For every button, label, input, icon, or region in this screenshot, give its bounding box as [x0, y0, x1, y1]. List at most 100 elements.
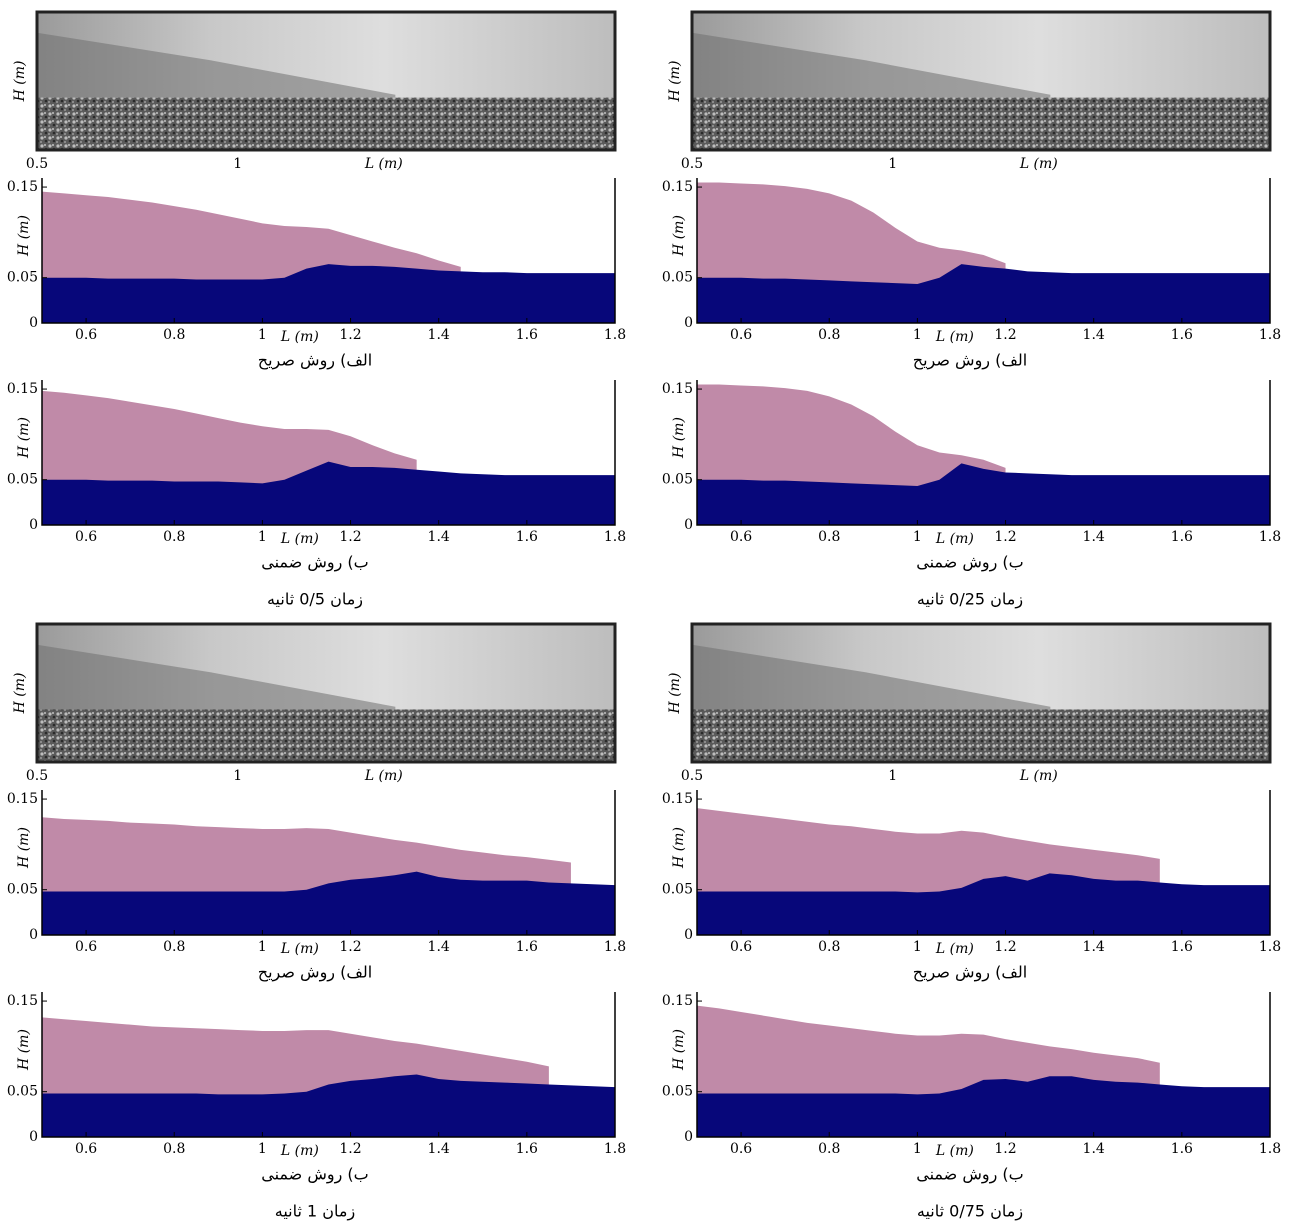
y-tick-label: 0 [684, 315, 693, 331]
x-tick-label: 1.2 [994, 529, 1016, 545]
x-tick-label: 1.4 [1083, 939, 1105, 955]
x-tick-label: 1.8 [604, 529, 626, 545]
x-tick-label: 1 [913, 939, 922, 955]
x-tick-label: 0.6 [75, 327, 97, 343]
x-tick-label: 1.2 [339, 529, 361, 545]
photo-y-label: H (m) [667, 673, 683, 715]
y-tick-label: 0.05 [7, 882, 38, 898]
time-caption: زمان 0/75 ثانیه [917, 1202, 1023, 1222]
x-tick-label: 1.6 [516, 1141, 538, 1157]
x-label: L (m) [280, 941, 319, 957]
time-caption: زمان 1 ثانیه [275, 1202, 355, 1222]
x-tick-label: 1.8 [1259, 939, 1281, 955]
x-tick-label: 1.4 [428, 939, 450, 955]
y-label: H (m) [671, 827, 687, 869]
x-tick-label: 0.8 [818, 939, 840, 955]
y-tick-label: 0 [29, 927, 38, 943]
y-tick-label: 0 [684, 1129, 693, 1145]
x-tick-label: 1.4 [428, 529, 450, 545]
y-label: H (m) [16, 1029, 32, 1071]
x-tick-label: 1.4 [428, 1141, 450, 1157]
y-label: H (m) [671, 215, 687, 257]
y-label: H (m) [16, 827, 32, 869]
chart-caption: ب) روش ضمنی [916, 1165, 1023, 1185]
x-tick-label: 1.2 [339, 327, 361, 343]
photo-sediment [692, 97, 1270, 150]
area [697, 873, 1270, 935]
area [42, 1074, 615, 1137]
x-tick-label: 0.6 [730, 327, 752, 343]
x-tick-label: 1.6 [1171, 327, 1193, 343]
x-tick-label: 1.8 [1259, 1141, 1281, 1157]
y-tick-label: 0.05 [7, 270, 38, 286]
x-tick-label: 1 [258, 327, 267, 343]
y-tick-label: 0.15 [662, 179, 693, 195]
area [697, 264, 1270, 323]
y-tick-label: 0.15 [662, 381, 693, 397]
x-tick-label: 0.8 [818, 529, 840, 545]
x-tick-label: 1.6 [1171, 1141, 1193, 1157]
axis [41, 178, 616, 324]
time-caption: زمان 0/25 ثانیه [917, 590, 1023, 610]
x-tick-label: 1 [258, 939, 267, 955]
photo-sediment [37, 97, 615, 150]
axis [696, 790, 1271, 936]
photo-x-tick-label: 0.5 [26, 768, 48, 784]
x-tick-label: 1.8 [604, 1141, 626, 1157]
x-tick-label: 1 [913, 1141, 922, 1157]
x-tick-label: 1.2 [994, 939, 1016, 955]
x-tick-label: 1.4 [428, 327, 450, 343]
x-tick-label: 1.6 [1171, 529, 1193, 545]
y-label: H (m) [671, 417, 687, 459]
axis [41, 992, 616, 1138]
chart-caption: الف) روش صریح [913, 351, 1027, 371]
x-tick-label: 1 [258, 529, 267, 545]
x-tick-label: 0.8 [818, 1141, 840, 1157]
area [42, 264, 615, 323]
x-tick-label: 1.2 [339, 1141, 361, 1157]
x-tick-label: 1.6 [1171, 939, 1193, 955]
chart-caption: ب) روش ضمنی [261, 1165, 368, 1185]
y-tick-label: 0.15 [662, 993, 693, 1009]
x-tick-label: 0.6 [75, 939, 97, 955]
photo [35, 10, 617, 152]
x-tick-label: 1.2 [994, 327, 1016, 343]
axis [696, 178, 1271, 324]
photo-x-label: L (m) [1019, 156, 1058, 172]
photo-x-tick-label: 1 [888, 768, 897, 784]
y-tick-label: 0 [29, 517, 38, 533]
x-tick-label: 1 [913, 529, 922, 545]
photo-x-tick-label: 0.5 [681, 768, 703, 784]
time-caption: زمان 0/5 ثانیه [267, 590, 363, 610]
area [697, 1076, 1270, 1137]
photo [690, 622, 1272, 764]
x-tick-label: 1 [913, 327, 922, 343]
photo-frame [690, 10, 1272, 152]
photo-x-tick-label: 1 [233, 768, 242, 784]
y-tick-label: 0.05 [662, 882, 693, 898]
photo-x-label: L (m) [364, 768, 403, 784]
x-tick-label: 1.8 [1259, 529, 1281, 545]
x-label: L (m) [280, 329, 319, 345]
photo-x-label: L (m) [1019, 768, 1058, 784]
photo-flow [37, 644, 396, 710]
x-tick-label: 1.8 [1259, 327, 1281, 343]
x-tick-label: 1.2 [339, 939, 361, 955]
chart-caption: ب) روش ضمنی [261, 553, 368, 573]
y-tick-label: 0.15 [7, 791, 38, 807]
photo [35, 622, 617, 764]
photo-x-tick-label: 1 [888, 156, 897, 172]
y-tick-label: 0.05 [662, 472, 693, 488]
axis [696, 380, 1271, 526]
y-tick-label: 0 [29, 315, 38, 331]
x-tick-label: 0.6 [75, 1141, 97, 1157]
axis [41, 380, 616, 526]
area [697, 463, 1270, 525]
photo [690, 10, 1272, 152]
chart-caption: الف) روش صریح [913, 963, 1027, 983]
y-tick-label: 0.15 [662, 791, 693, 807]
x-tick-label: 0.6 [75, 529, 97, 545]
y-label: H (m) [671, 1029, 687, 1071]
y-tick-label: 0.05 [662, 1084, 693, 1100]
